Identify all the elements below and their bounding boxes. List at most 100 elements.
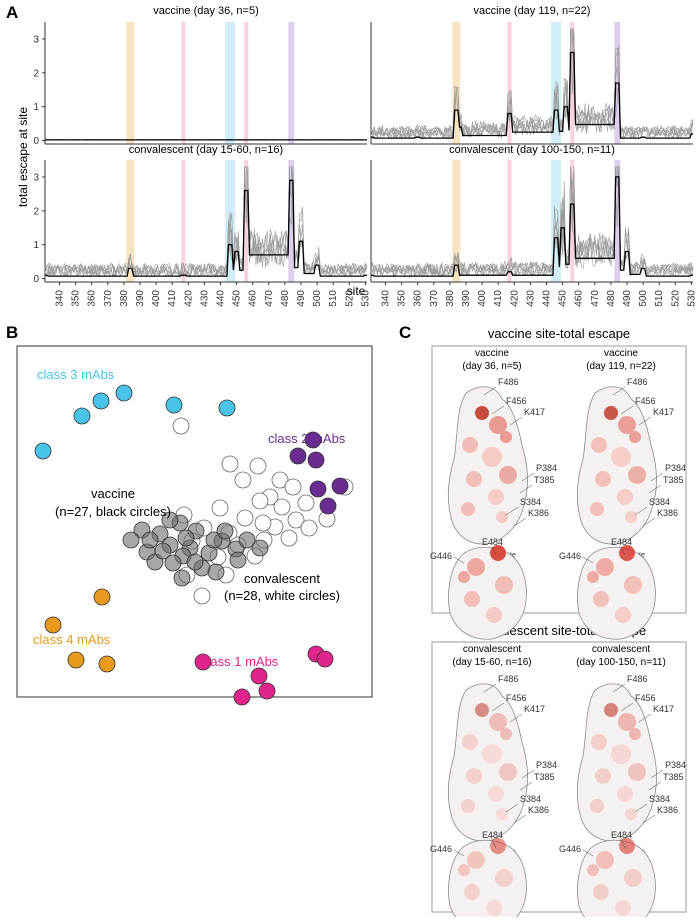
sample-trace [370, 166, 694, 278]
site-label: K417 [653, 407, 674, 417]
site-label: S384 [649, 497, 670, 507]
escape-patch [495, 576, 513, 594]
label-leader [491, 839, 497, 849]
panel-c-structures: F486F456K417P384T385S384K386rotateG446E4… [430, 377, 686, 922]
x-tick-label: 500 [638, 290, 649, 307]
escape-patch [617, 786, 633, 802]
class1-point [258, 682, 276, 700]
conv-col2-title: convalescent [592, 644, 651, 655]
label-leader [519, 781, 533, 791]
site-label: P384 [536, 463, 557, 473]
escape-patch [591, 437, 607, 453]
x-tick-label: 340 [54, 290, 65, 307]
label-leader [650, 769, 664, 779]
surface [448, 546, 527, 640]
panel-b-letter: B [6, 323, 18, 342]
label-leader [612, 683, 626, 693]
y-tick-label: 2 [33, 68, 39, 79]
convalescent-point [297, 494, 315, 512]
sample-trace [44, 166, 368, 278]
escape-patch [486, 900, 502, 916]
site-highlight [551, 160, 562, 282]
class1-label: class 1 mAbs [201, 654, 279, 669]
escape-patch [475, 406, 489, 420]
x-tick-label: 400 [477, 290, 488, 307]
site-label: F456 [635, 396, 656, 406]
site-label: P384 [536, 760, 557, 770]
vaccine-point [251, 539, 269, 557]
y-tick-label: 0 [33, 274, 39, 285]
site-label: S384 [649, 794, 670, 804]
escape-patch [488, 489, 504, 505]
vaccine-point [205, 531, 223, 549]
label-leader [642, 814, 656, 824]
label-leader [650, 472, 664, 482]
x-tick-label: 440 [541, 290, 552, 307]
vaccine-point [122, 531, 140, 549]
escape-patch [461, 502, 475, 516]
convalescent-point [172, 417, 190, 435]
site-highlight [507, 160, 512, 282]
x-tick-label: 490 [622, 290, 633, 307]
panel-a-letter: A [6, 3, 18, 22]
x-tick-label: 340 [380, 290, 391, 307]
x-tick-label: 380 [119, 290, 130, 307]
x-tick-label: 400 [151, 290, 162, 307]
vaccine-col2-sub: (day 119, n=22) [586, 361, 656, 372]
label-leader [648, 781, 662, 791]
x-tick-label: 450 [558, 290, 569, 307]
vaccine-point [154, 542, 172, 560]
escape-patch [467, 851, 485, 869]
site-label: K417 [524, 704, 545, 714]
label-leader [612, 386, 626, 396]
y-tick-label: 3 [33, 34, 39, 45]
conv-d15-structure-bottom: G446 E484 [430, 830, 527, 922]
label-leader [483, 386, 497, 396]
convalescent-point [300, 519, 318, 537]
escape-patch [617, 489, 633, 505]
site-label: K417 [524, 407, 545, 417]
escape-patch [593, 884, 609, 900]
site-highlight [244, 22, 249, 144]
label-leader [620, 702, 634, 712]
convalescent-point [193, 587, 211, 605]
label-leader [642, 517, 656, 527]
escape-patch [625, 808, 637, 820]
site-highlight [288, 22, 295, 144]
x-tick-label: 530 [360, 290, 371, 307]
x-tick-label: 460 [248, 290, 259, 307]
label-leader [582, 556, 594, 564]
facet-title: convalescent (day 100-150, n=11) [449, 144, 615, 156]
site-label: K386 [657, 805, 678, 815]
class3-point [115, 384, 133, 402]
convalescent-label: convalescent [244, 571, 320, 586]
escape-patch [629, 728, 641, 740]
class4-point [98, 655, 116, 673]
class3-point [218, 399, 236, 417]
convalescent-point [254, 514, 272, 532]
escape-patch [625, 511, 637, 523]
site-label: F486 [498, 377, 519, 387]
x-tick-label: 530 [686, 290, 697, 307]
site-highlight [126, 160, 135, 282]
escape-patch [499, 466, 517, 484]
escape-patch [489, 713, 507, 731]
label-leader [513, 517, 527, 527]
escape-patch [591, 734, 607, 750]
site-highlight [225, 22, 236, 144]
x-tick-label: 390 [135, 290, 146, 307]
escape-patch [499, 763, 517, 781]
site-label: F456 [635, 693, 656, 703]
x-tick-label: 410 [493, 290, 504, 307]
vaccine-col1-sub: (day 36, n=5) [462, 361, 521, 372]
x-tick-label: 360 [87, 290, 98, 307]
class2-label: class 2 mAbs [268, 431, 346, 446]
escape-patch [618, 416, 636, 434]
convalescent-point [211, 499, 229, 517]
escape-patch [628, 466, 646, 484]
site-label: K386 [657, 508, 678, 518]
escape-patch [496, 808, 508, 820]
sample-trace [370, 28, 694, 140]
site-label: F456 [506, 693, 527, 703]
surface [577, 546, 656, 640]
